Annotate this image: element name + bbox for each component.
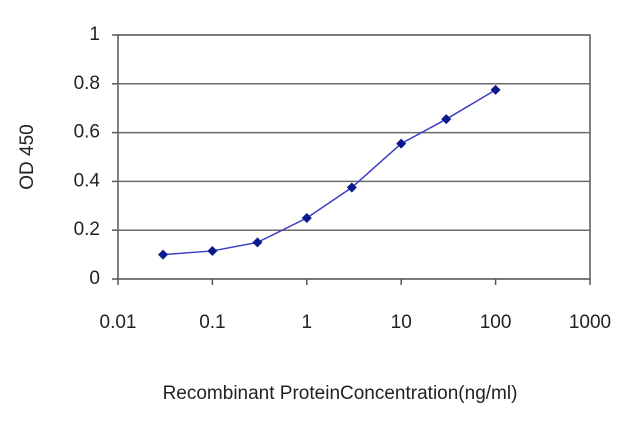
x-tick-label: 100 [480, 312, 512, 333]
y-tick-label: 0 [89, 268, 100, 289]
y-tick-label: 0.2 [74, 219, 100, 240]
y-tick-label: 0.6 [74, 122, 100, 143]
x-tick-label: 10 [391, 312, 412, 333]
data-point [441, 114, 452, 125]
data-point [396, 138, 407, 149]
y-axis-label: OD 450 [17, 124, 38, 189]
x-tick-label: 1000 [569, 312, 611, 333]
y-tick-label: 1 [89, 24, 100, 45]
data-point [301, 213, 312, 223]
x-tick-label: 0.01 [100, 312, 137, 333]
x-tick-label: 0.1 [199, 312, 225, 333]
y-tick-label: 0.8 [74, 73, 100, 94]
data-line [162, 89, 496, 256]
data-point [158, 249, 169, 260]
data-point [490, 84, 501, 95]
data-point [252, 237, 263, 248]
plot-area [117, 34, 591, 280]
y-tick-label: 0.4 [74, 170, 101, 191]
x-axis-label: Recombinant ProteinConcentration(ng/ml) [163, 383, 518, 404]
data-point [346, 182, 357, 193]
data-point [207, 245, 218, 256]
x-tick-label: 1 [302, 312, 313, 333]
